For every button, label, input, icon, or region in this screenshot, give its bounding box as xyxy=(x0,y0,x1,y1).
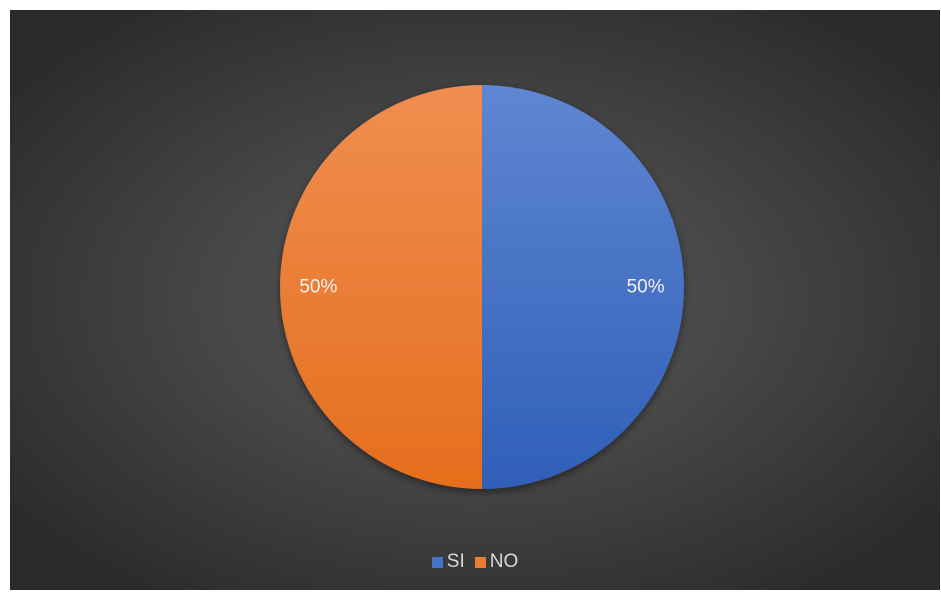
pie-slice-si xyxy=(482,85,684,489)
legend: SI NO xyxy=(10,551,940,573)
pie-chart: 50% 50% xyxy=(280,85,684,489)
data-label-si: 50% xyxy=(627,277,665,298)
legend-entry-no: NO xyxy=(474,551,519,573)
legend-entry-si: SI xyxy=(431,551,465,573)
data-label-no: 50% xyxy=(299,277,337,298)
legend-label-si: SI xyxy=(446,551,465,572)
legend-swatch-si xyxy=(431,556,443,568)
pie-slice-no xyxy=(280,85,482,489)
legend-swatch-no xyxy=(474,556,486,568)
chart-area: 50% 50% SI NO xyxy=(10,10,940,590)
legend-label-no: NO xyxy=(489,551,519,572)
